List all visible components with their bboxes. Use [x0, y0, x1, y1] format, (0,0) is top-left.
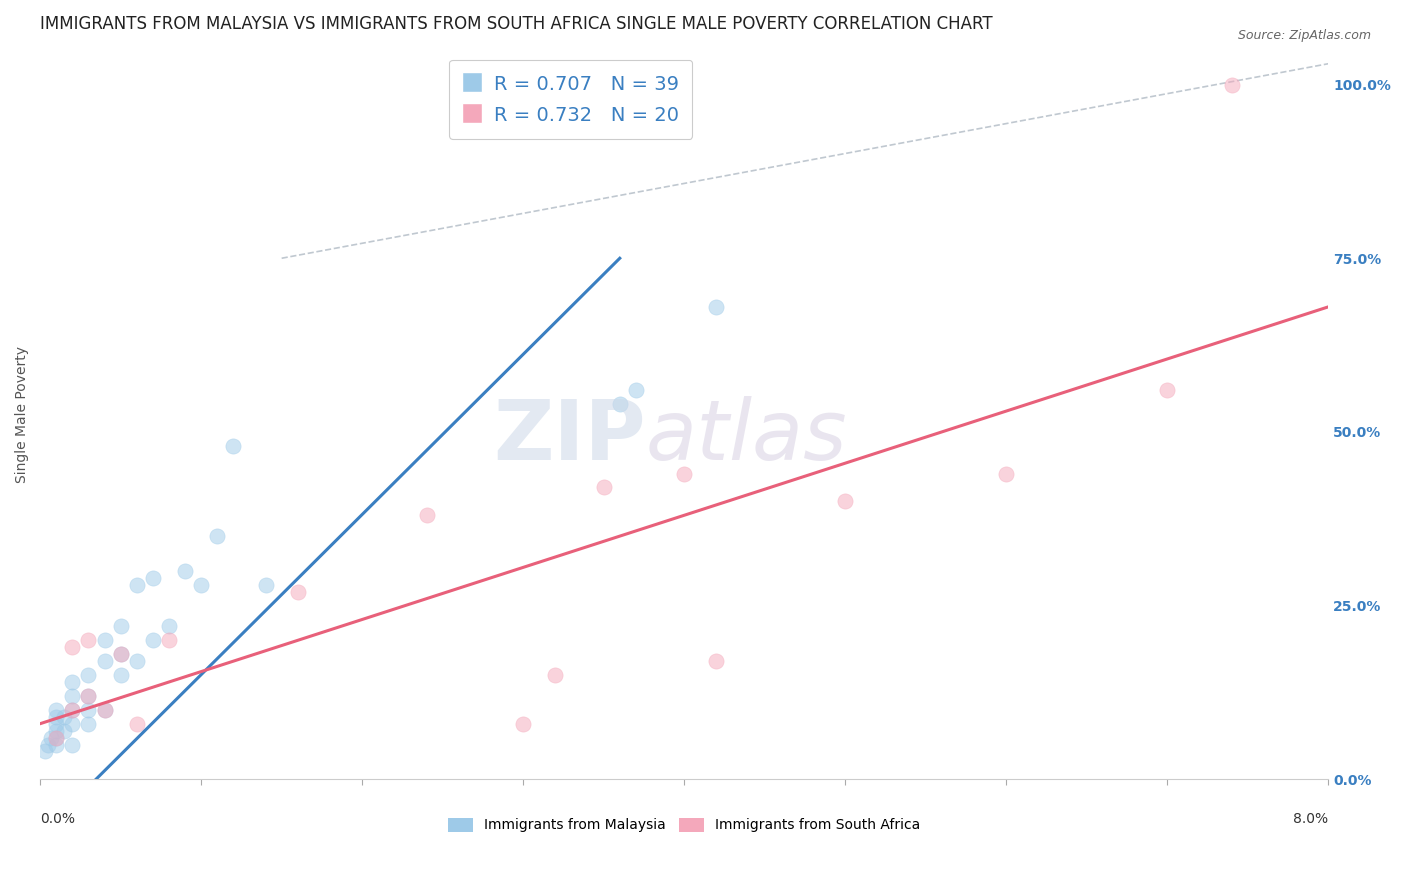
Point — [93, 633, 115, 648]
Point — [45, 731, 67, 745]
Point — [142, 633, 165, 648]
Point — [142, 571, 165, 585]
Point — [60, 703, 83, 717]
Point — [45, 703, 67, 717]
Point — [1156, 383, 1178, 397]
Legend: R = 0.707   N = 39, R = 0.732   N = 20: R = 0.707 N = 39, R = 0.732 N = 20 — [449, 60, 693, 139]
Point — [110, 619, 132, 633]
Point — [222, 439, 245, 453]
Point — [41, 731, 63, 745]
Point — [45, 731, 67, 745]
Text: IMMIGRANTS FROM MALAYSIA VS IMMIGRANTS FROM SOUTH AFRICA SINGLE MALE POVERTY COR: IMMIGRANTS FROM MALAYSIA VS IMMIGRANTS F… — [41, 15, 993, 33]
Point — [77, 633, 100, 648]
Point — [110, 647, 132, 661]
Point — [254, 578, 277, 592]
Point — [995, 467, 1018, 481]
Point — [77, 703, 100, 717]
Point — [93, 654, 115, 668]
Point — [60, 703, 83, 717]
Point — [77, 716, 100, 731]
Point — [287, 584, 309, 599]
Point — [60, 640, 83, 655]
Point — [53, 710, 76, 724]
Point — [624, 383, 647, 397]
Point — [45, 716, 67, 731]
Point — [45, 723, 67, 738]
Point — [93, 703, 115, 717]
Text: 8.0%: 8.0% — [1294, 812, 1329, 826]
Point — [834, 494, 856, 508]
Y-axis label: Single Male Poverty: Single Male Poverty — [15, 346, 30, 483]
Point — [415, 508, 437, 523]
Text: Source: ZipAtlas.com: Source: ZipAtlas.com — [1237, 29, 1371, 42]
Point — [125, 578, 148, 592]
Point — [93, 703, 115, 717]
Point — [174, 564, 197, 578]
Point — [110, 668, 132, 682]
Point — [77, 689, 100, 703]
Point — [190, 578, 212, 592]
Text: ZIP: ZIP — [494, 396, 645, 477]
Text: 0.0%: 0.0% — [41, 812, 75, 826]
Point — [125, 654, 148, 668]
Point — [37, 738, 59, 752]
Point — [157, 633, 180, 648]
Point — [53, 723, 76, 738]
Point — [77, 689, 100, 703]
Point — [544, 668, 567, 682]
Point — [60, 675, 83, 690]
Point — [609, 397, 631, 411]
Point — [77, 668, 100, 682]
Point — [207, 529, 229, 543]
Point — [125, 716, 148, 731]
Text: atlas: atlas — [645, 396, 848, 477]
Point — [512, 716, 534, 731]
Point — [673, 467, 696, 481]
Point — [706, 654, 728, 668]
Point — [60, 716, 83, 731]
Point — [110, 647, 132, 661]
Point — [592, 481, 614, 495]
Point — [157, 619, 180, 633]
Point — [45, 710, 67, 724]
Point — [60, 738, 83, 752]
Point — [60, 689, 83, 703]
Point — [1220, 78, 1243, 92]
Point — [706, 300, 728, 314]
Point — [45, 738, 67, 752]
Point — [34, 744, 56, 758]
